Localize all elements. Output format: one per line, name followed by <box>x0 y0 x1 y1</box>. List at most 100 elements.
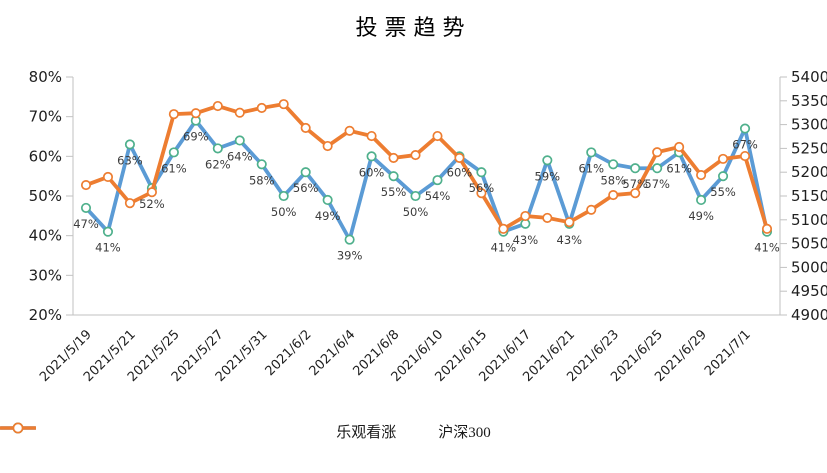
data-label: 60% <box>359 165 385 179</box>
optimistic-data-point-marker <box>234 135 245 146</box>
csi300-data-point-marker <box>520 210 531 222</box>
right-axis-tick-label: 4900 <box>791 306 827 324</box>
data-label: 63% <box>117 153 143 167</box>
csi300-data-point-marker <box>278 99 289 110</box>
csi300-data-point-marker <box>674 141 685 153</box>
optimistic-data-point-marker <box>366 151 377 162</box>
csi300-data-point-marker <box>432 130 443 142</box>
optimistic-data-point-marker <box>322 194 333 206</box>
data-label: 61% <box>578 161 604 175</box>
optimistic-data-point-marker <box>388 171 399 182</box>
data-label: 50% <box>271 205 297 219</box>
csi300-data-point-marker <box>410 150 421 161</box>
right-axis-tick-label: 5100 <box>791 211 827 229</box>
csi300-data-point-marker <box>739 150 751 162</box>
csi300-data-point-marker <box>564 217 575 228</box>
legend-item-csi300: 沪深300 <box>0 421 491 442</box>
optimistic-data-point-marker <box>300 167 311 178</box>
data-label: 43% <box>557 233 583 247</box>
csi300-data-point-marker <box>454 152 465 163</box>
csi300-line-marker-icon <box>0 422 36 434</box>
left-axis-tick-label: 20% <box>29 306 62 324</box>
data-label: 49% <box>315 209 341 223</box>
x-axis-tick-label: 2021/7/1 <box>702 327 754 379</box>
optimistic-data-point-marker <box>739 123 751 134</box>
data-label: 57% <box>644 177 670 191</box>
data-label: 58% <box>249 173 275 187</box>
csi300-data-point-marker <box>718 153 729 164</box>
csi300-data-point-marker <box>388 152 399 163</box>
csi300-data-point-marker <box>322 140 333 152</box>
right-axis-tick-label: 5400 <box>791 68 827 86</box>
data-label: 61% <box>161 161 187 175</box>
optimistic-data-point-marker <box>278 190 289 202</box>
data-label: 39% <box>337 249 363 263</box>
data-label: 41% <box>95 241 121 255</box>
chart-title: 投票趋势 <box>355 15 472 40</box>
optimistic-data-point-marker <box>608 159 619 170</box>
csi300-data-point-marker <box>124 198 135 209</box>
csi300-data-point-marker <box>696 170 707 181</box>
legend-label-optimistic: 乐观看涨 <box>336 425 397 441</box>
optimistic-data-point-marker <box>652 163 663 174</box>
legend: 乐观看涨 沪深300 <box>0 421 827 442</box>
optimistic-data-point-marker <box>542 155 553 166</box>
csi300-data-point-marker <box>102 171 114 183</box>
data-label: 59% <box>535 169 561 183</box>
right-axis-tick-label: 5350 <box>791 92 827 110</box>
csi300-data-point-marker <box>344 125 355 136</box>
x-axis-tick-label: 2021/6/2 <box>263 327 315 379</box>
left-axis-tick-label: 50% <box>29 187 62 205</box>
optimistic-data-point-marker <box>212 143 223 154</box>
optimistic-data-point-marker <box>344 234 355 245</box>
csi300-data-point-marker <box>146 187 157 198</box>
right-axis-tick-label: 5000 <box>791 258 827 276</box>
data-label: 67% <box>732 138 758 152</box>
left-axis-tick-label: 70% <box>29 108 62 126</box>
x-axis-tick-label: 2021/6/4 <box>307 327 359 379</box>
data-label: 52% <box>139 197 165 211</box>
csi300-data-point-marker <box>190 108 201 119</box>
csi300-data-point-marker <box>630 188 641 199</box>
csi300-data-point-marker <box>542 212 553 223</box>
data-label: 43% <box>513 233 539 247</box>
data-label: 64% <box>227 149 253 163</box>
right-axis-tick-label: 4950 <box>791 282 827 300</box>
optimistic-data-point-marker <box>630 163 641 174</box>
optimistic-data-point-marker <box>168 147 179 158</box>
optimistic-data-point-marker <box>124 139 135 150</box>
right-axis-tick-label: 5050 <box>791 235 827 253</box>
data-label: 62% <box>205 157 231 171</box>
csi300-data-point-marker <box>80 180 92 191</box>
csi300-data-point-marker <box>300 122 311 133</box>
csi300-data-point-marker <box>234 107 245 118</box>
csi300-data-point-marker <box>168 109 179 120</box>
data-label: 56% <box>293 181 319 195</box>
right-axis-tick-label: 5250 <box>791 139 827 157</box>
data-label: 69% <box>183 130 209 144</box>
legend-item-optimistic: 乐观看涨 <box>0 421 397 442</box>
left-axis-tick-label: 40% <box>29 227 62 245</box>
right-axis-tick-label: 5200 <box>791 163 827 181</box>
right-axis-tick-label: 5300 <box>791 116 827 134</box>
data-label: 57% <box>622 177 648 191</box>
data-label: 60% <box>447 165 473 179</box>
optimistic-data-point-marker <box>432 175 443 186</box>
optimistic-data-point-marker <box>476 167 487 178</box>
data-label: 55% <box>381 185 407 199</box>
optimistic-data-point-marker <box>256 159 267 170</box>
csi300-data-point-marker <box>256 102 267 113</box>
data-label: 58% <box>600 173 626 187</box>
csi300-data-point-marker <box>476 188 487 199</box>
data-label: 61% <box>666 161 692 175</box>
data-label: 49% <box>688 209 714 223</box>
left-axis-tick-label: 80% <box>29 68 62 86</box>
optimistic-data-point-marker <box>410 190 421 202</box>
data-label: 56% <box>469 181 495 195</box>
data-label: 54% <box>425 189 451 203</box>
data-label: 41% <box>491 241 517 255</box>
optimistic-data-point-marker <box>696 194 707 206</box>
csi300-data-point-marker <box>608 189 619 201</box>
